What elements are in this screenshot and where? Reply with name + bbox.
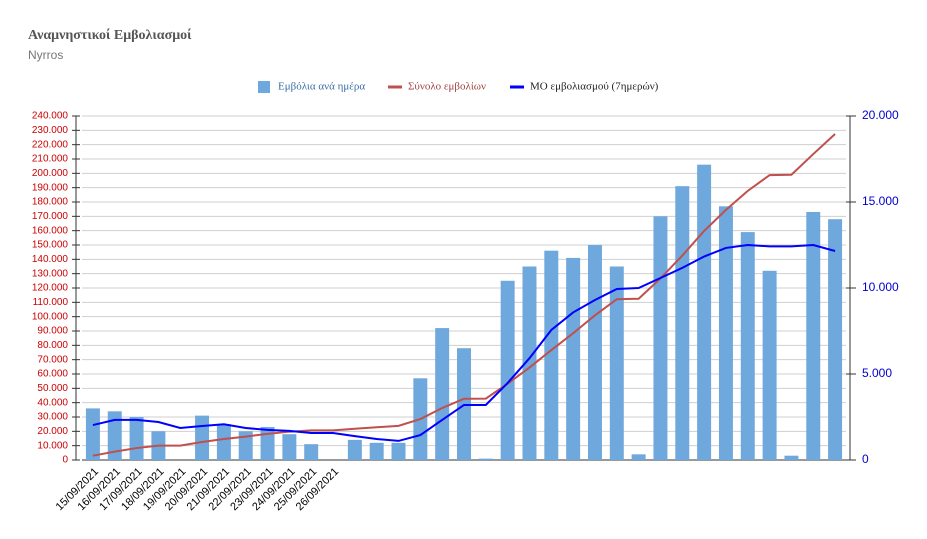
- y-tick-label: 150.000: [32, 240, 69, 251]
- y-tick-label: 240.000: [32, 111, 69, 122]
- line: [92, 243, 836, 442]
- bar: [522, 266, 537, 460]
- y-tick-label: 170.000: [32, 211, 69, 222]
- bar: [195, 415, 210, 460]
- y-tick-label: 140.000: [32, 254, 69, 265]
- bar: [544, 250, 559, 460]
- bar: [566, 257, 581, 460]
- bar: [478, 458, 493, 460]
- y-tick-label: 90.000: [37, 326, 68, 337]
- y-tick-label: 40.000: [37, 397, 68, 408]
- y-tick-label: 10.000: [37, 440, 68, 451]
- y-tick-label: 100.000: [32, 311, 69, 322]
- bar: [260, 426, 275, 460]
- bar: [500, 280, 515, 460]
- y-tick-label: 50.000: [37, 383, 68, 394]
- bar: [631, 454, 646, 460]
- y2-tick-label: 15.000: [862, 194, 899, 208]
- bar: [609, 266, 624, 460]
- y2-tick-label: 5.000: [862, 366, 892, 380]
- y-tick-label: 210.000: [32, 154, 69, 165]
- legend-label: ΜΟ εμβολιασμού (7ημερών): [530, 81, 659, 93]
- bar: [697, 164, 712, 460]
- bar: [828, 219, 843, 460]
- y-tick-label: 160.000: [32, 225, 69, 236]
- bar: [282, 434, 297, 460]
- y-tick-label: 20.000: [37, 426, 68, 437]
- bar: [806, 211, 821, 460]
- bar: [762, 270, 777, 460]
- bar: [740, 232, 755, 460]
- bar: [784, 455, 799, 460]
- bar: [587, 245, 602, 460]
- bar: [304, 444, 319, 460]
- legend-swatch: [258, 81, 270, 93]
- bar: [391, 442, 406, 460]
- y-tick-label: 0: [62, 455, 68, 466]
- y-tick-label: 80.000: [37, 340, 68, 351]
- bar: [347, 439, 362, 460]
- chart-subtitle: Nyrros: [28, 48, 63, 62]
- bar: [85, 408, 100, 460]
- legend-label: Εμβόλια ανά ημέρα: [278, 81, 365, 93]
- y-tick-label: 60.000: [37, 369, 68, 380]
- y-tick-label: 30.000: [37, 412, 68, 423]
- y-tick-label: 130.000: [32, 268, 69, 279]
- line: [92, 133, 836, 457]
- bar: [653, 216, 668, 460]
- bar: [238, 431, 253, 460]
- y2-tick-label: 20.000: [862, 108, 899, 122]
- y2-tick-label: 0: [862, 452, 869, 466]
- y-tick-label: 190.000: [32, 182, 69, 193]
- y2-tick-label: 10.000: [862, 280, 899, 294]
- bar: [129, 417, 144, 460]
- bar: [675, 186, 690, 460]
- bar: [435, 328, 450, 460]
- y-tick-label: 200.000: [32, 168, 69, 179]
- bar: [369, 442, 384, 460]
- y-tick-label: 70.000: [37, 354, 68, 365]
- bar: [718, 206, 733, 460]
- chart-title: Αναμνηστικοί Εμβολιασμοί: [28, 28, 192, 43]
- y-tick-label: 180.000: [32, 197, 69, 208]
- legend-label: Σύνολο εμβολίων: [408, 81, 486, 93]
- y-tick-label: 220.000: [32, 139, 69, 150]
- bar: [107, 411, 122, 460]
- y-tick-label: 120.000: [32, 283, 69, 294]
- bar: [216, 424, 231, 460]
- y-tick-label: 230.000: [32, 125, 69, 136]
- y-tick-label: 110.000: [33, 297, 69, 308]
